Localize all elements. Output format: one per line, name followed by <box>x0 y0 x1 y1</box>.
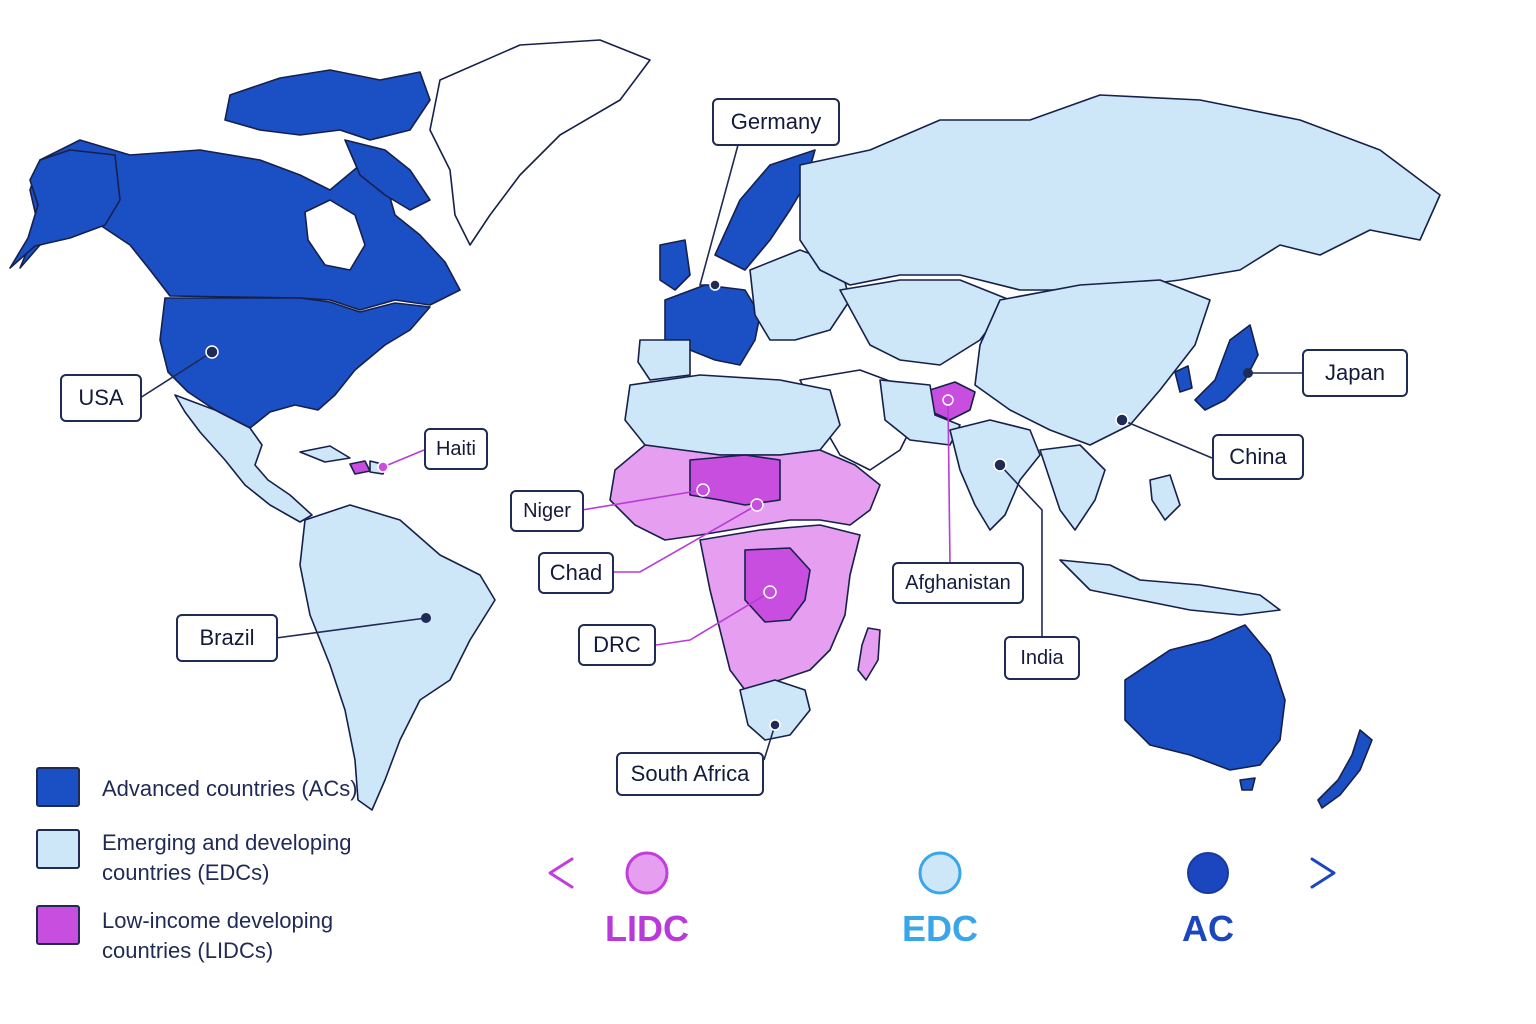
label-usa: USA <box>60 374 142 422</box>
southeast-asia <box>1039 444 1106 531</box>
scale-label-lidc: LIDC <box>605 908 689 949</box>
central-asia <box>839 279 1011 366</box>
lidc-marker <box>625 851 669 895</box>
label-niger: Niger <box>510 490 584 532</box>
greenland <box>429 39 651 246</box>
russia <box>799 94 1441 291</box>
development-scale <box>548 851 1336 895</box>
uk <box>659 239 691 291</box>
haiti <box>349 460 371 475</box>
philippines <box>1149 474 1181 521</box>
mexico-central-america <box>174 394 313 523</box>
tasmania <box>1239 777 1256 791</box>
japan <box>1194 324 1259 411</box>
legend-swatch-lidc <box>36 905 80 945</box>
ac-marker <box>1187 852 1229 894</box>
label-germany: Germany <box>712 98 840 146</box>
legend-swatch-ac <box>36 767 80 807</box>
legend-swatch-edc <box>36 829 80 869</box>
legend-label-ac: Advanced countries (ACs) <box>102 776 358 801</box>
alaska <box>9 149 121 269</box>
south-africa <box>739 679 811 741</box>
scale-label-edc: EDC <box>901 908 978 949</box>
niger-chad <box>689 454 781 506</box>
label-afghanistan: Afghanistan <box>892 562 1024 604</box>
baffin-island <box>344 139 431 211</box>
india <box>949 419 1041 531</box>
china <box>974 279 1211 446</box>
label-drc: DRC <box>578 624 656 666</box>
drc <box>744 547 811 623</box>
label-south-africa: South Africa <box>616 752 764 796</box>
location-dots <box>205 279 1253 731</box>
south-america <box>299 504 496 811</box>
edc-marker <box>918 851 962 895</box>
label-haiti: Haiti <box>424 428 488 470</box>
label-china: China <box>1212 434 1304 480</box>
madagascar <box>857 627 881 681</box>
label-brazil: Brazil <box>176 614 278 662</box>
indonesia <box>1059 559 1281 616</box>
label-japan: Japan <box>1302 349 1408 397</box>
legend-label-edc: Emerging and developing countries (EDCs) <box>102 830 352 885</box>
legend-label-lidc: Low-income developing countries (LIDCs) <box>102 908 334 963</box>
south-korea <box>1174 365 1193 393</box>
scale-label-ac: AC <box>1182 908 1234 949</box>
hudson-bay <box>304 199 366 271</box>
cuba <box>299 445 351 463</box>
label-chad: Chad <box>538 552 614 594</box>
new-zealand <box>1317 729 1373 809</box>
australia <box>1124 624 1286 771</box>
iberia <box>637 339 691 381</box>
arctic-islands <box>224 69 431 141</box>
north-africa <box>624 374 841 456</box>
label-india: India <box>1004 636 1080 680</box>
usa <box>159 297 431 429</box>
